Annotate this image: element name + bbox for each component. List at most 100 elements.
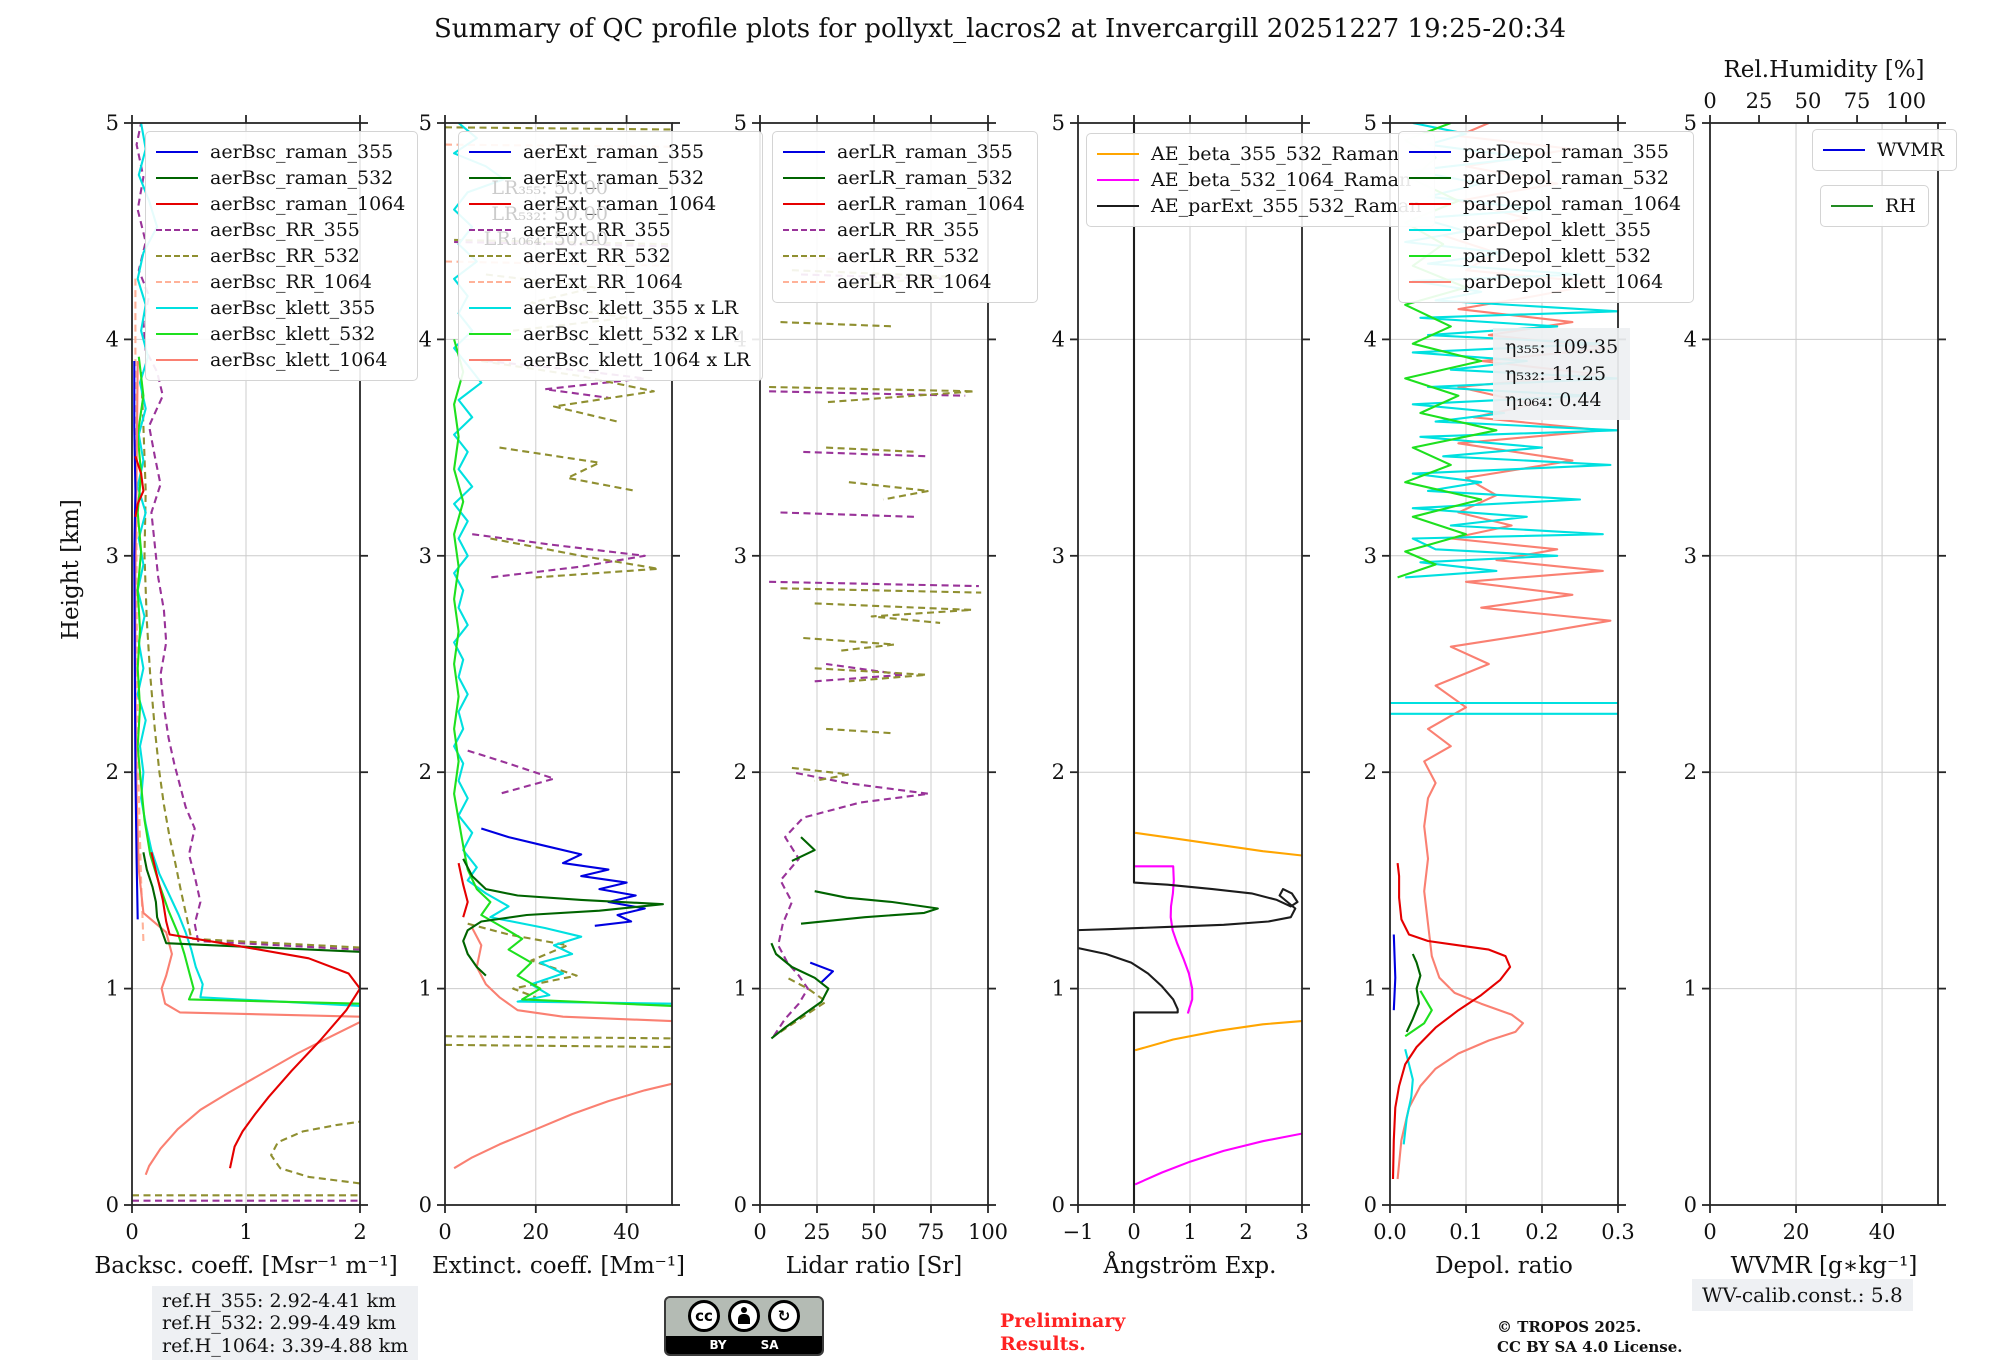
ytick-label: 4 (1052, 327, 1065, 351)
legend-label: parDepol_raman_355 (1463, 141, 1669, 163)
aerLR_RR_532-line (826, 727, 893, 735)
AE_beta_355_532_Raman-line (1134, 1020, 1302, 1052)
ytick-label: 2 (734, 760, 747, 784)
xtick-label: 3 (1295, 1220, 1308, 1244)
ytick-label: 2 (106, 760, 119, 784)
legend-label: aerExt_RR_532 (523, 245, 671, 267)
legend-label: aerLR_RR_355 (837, 219, 980, 241)
xtick-label: 0.0 (1373, 1220, 1406, 1244)
xtick-label: 40 (613, 1220, 640, 1244)
ytick-label: 5 (419, 111, 432, 135)
ytick-label: 1 (419, 977, 432, 1001)
legend-lidar-ratio: aerLR_raman_355 aerLR_raman_532 aerLR_rama… (772, 131, 1038, 303)
x-axis-label-extinct: Extinct. coeff. [Mm⁻¹] (432, 1253, 685, 1279)
lr-constant: LR₁₀₆₄: 50.00 (483, 228, 608, 251)
legend-line-swatch (783, 281, 825, 283)
legend-item: aerBsc_klett_1064 (156, 347, 405, 373)
xtick-label: 0.3 (1601, 1220, 1634, 1244)
aerBsc_RR_532-line (140, 371, 360, 949)
eta-value: η₁₀₆₄: 0.44 (1505, 389, 1602, 412)
xtick-label: 1 (1183, 1220, 1196, 1244)
ytick-label: 3 (419, 544, 432, 568)
x-axis-label-wvmr: WVMR [g∗kg⁻¹] (1731, 1253, 1918, 1279)
legend-label: AE_parExt_355_532_Raman (1151, 195, 1422, 217)
aerBsc_klett_1064-line (134, 360, 360, 1018)
parDepol_klett_355-line (1402, 1048, 1414, 1145)
aerBsc_RR_355-line (135, 123, 360, 951)
ref-height-1064: ref.H_1064: 3.39-4.88 km (162, 1334, 409, 1357)
legend-label: aerLR_RR_532 (837, 245, 980, 267)
aerLR_RR_532-line (848, 481, 930, 501)
aerLR_RR_532-line (769, 385, 976, 404)
cc-license-badge: cc ↻ BY SA (664, 1296, 824, 1356)
legend-item: aerBsc_raman_355 (156, 139, 405, 165)
parDepol_raman_1064-line (1391, 862, 1512, 1180)
ytick-label: 2 (1364, 760, 1377, 784)
legend-label: aerBsc_raman_355 (210, 141, 394, 163)
legend-item: aerBsc_raman_1064 (156, 191, 405, 217)
legend-line-swatch (156, 359, 198, 361)
lr-constants-annotation: LR₃₅₅: 50.00 LR₅₃₂: 50.00 LR₁₀₆₄: 50.00 (468, 176, 608, 253)
legend-label: aerExt_raman_355 (523, 141, 705, 163)
legend-angstrom: AE_beta_355_532_Raman AE_beta_532_1064_Ra… (1086, 133, 1435, 227)
legend-line-swatch (783, 203, 825, 205)
ytick-label: 3 (1684, 544, 1697, 568)
legend-line-swatch (783, 229, 825, 231)
ytick-label: 0 (106, 1193, 119, 1217)
panel-depol: 0.0 0.1 0.2 0.3 0 1 2 3 4 5 Depol. ratio (1364, 111, 1635, 1279)
aerExt_RR_355-line (467, 749, 556, 795)
AE_parExt_355_532_Raman-line (1078, 123, 1299, 1205)
ytick-label: 1 (734, 977, 747, 1001)
panel-angstrom: −1 0 1 2 3 0 1 2 3 4 5 Ångström Exp. (1052, 111, 1310, 1279)
aerBsc_raman_1064-line (150, 852, 360, 1169)
aerExt_raman_1064-line (457, 862, 469, 918)
ytick-label: 0 (1052, 1193, 1065, 1217)
legend-line-swatch (156, 177, 198, 179)
legend-item: aerLR_RR_355 (783, 217, 1025, 243)
legend-line-swatch (156, 281, 198, 283)
legend-label: aerBsc_klett_355 x LR (523, 297, 739, 319)
aerLR_RR_355-line (772, 771, 930, 1037)
aerExt_RR_532-line (481, 359, 655, 423)
panel-wvmr: 0 20 40 Rel.Humidity [%] 0 25 50 75 100 0 1 2 3 4 5 WVM… (1684, 57, 1946, 1279)
xtick-label: 2 (353, 1220, 366, 1244)
legend-label: parDepol_klett_355 (1463, 219, 1652, 241)
legend-item: RH (1831, 193, 1916, 219)
aerExt_RR_532-line (467, 922, 578, 999)
ytick-label: 1 (1364, 977, 1377, 1001)
legend-line-swatch (469, 359, 511, 361)
ytick-label: 1 (106, 977, 119, 1001)
aerLR_RR_532-line (779, 976, 828, 1033)
legend-backsc: aerBsc_raman_355 aerBsc_raman_532 aerBsc_r… (145, 131, 419, 381)
xtick-label: 100 (968, 1220, 1008, 1244)
legend-depol: parDepol_raman_355 parDepol_raman_532 parD… (1398, 131, 1695, 303)
AE_beta_355_532_Raman-line (1134, 831, 1302, 857)
legend-label: aerLR_raman_1064 (837, 193, 1025, 215)
legend-item: aerLR_raman_1064 (783, 191, 1025, 217)
aerBsc_klett_532_x_LR-line (453, 339, 672, 1007)
aerLR_RR_532-line (780, 321, 895, 328)
aerBsc_klett_1064_x_LR-line (453, 1082, 672, 1170)
legend-label: aerBsc_klett_1064 x LR (523, 349, 751, 371)
legend-line-swatch (1097, 153, 1139, 155)
xtick-label: 2 (1239, 1220, 1252, 1244)
xtick-label: 25 (804, 1220, 831, 1244)
aerLR_raman_532-line (770, 942, 830, 1040)
aerExt_RR_532-line (445, 1035, 672, 1040)
ytick-label: 4 (106, 327, 119, 351)
copyright-line-2: CC BY SA 4.0 License. (1497, 1337, 1683, 1356)
top-tick-label: 75 (1844, 89, 1871, 113)
aerExt_RR_532-line (490, 537, 660, 579)
xtick-label: 0 (1703, 1220, 1716, 1244)
legend-label: parDepol_klett_1064 (1463, 271, 1664, 293)
reference-height-box: ref.H_355: 2.92-4.41 km ref.H_532: 2.99-… (152, 1286, 419, 1360)
parDepol_klett_532-line (1404, 990, 1433, 1038)
ytick-label: 2 (1684, 760, 1697, 784)
legend-line-swatch (156, 203, 198, 205)
aerBsc_klett_1064_x_LR-line (471, 927, 672, 1023)
legend-item: parDepol_raman_1064 (1409, 191, 1681, 217)
xtick-label: 40 (1869, 1220, 1896, 1244)
figure-title: Summary of QC profile plots for pollyxt_… (433, 14, 1567, 44)
